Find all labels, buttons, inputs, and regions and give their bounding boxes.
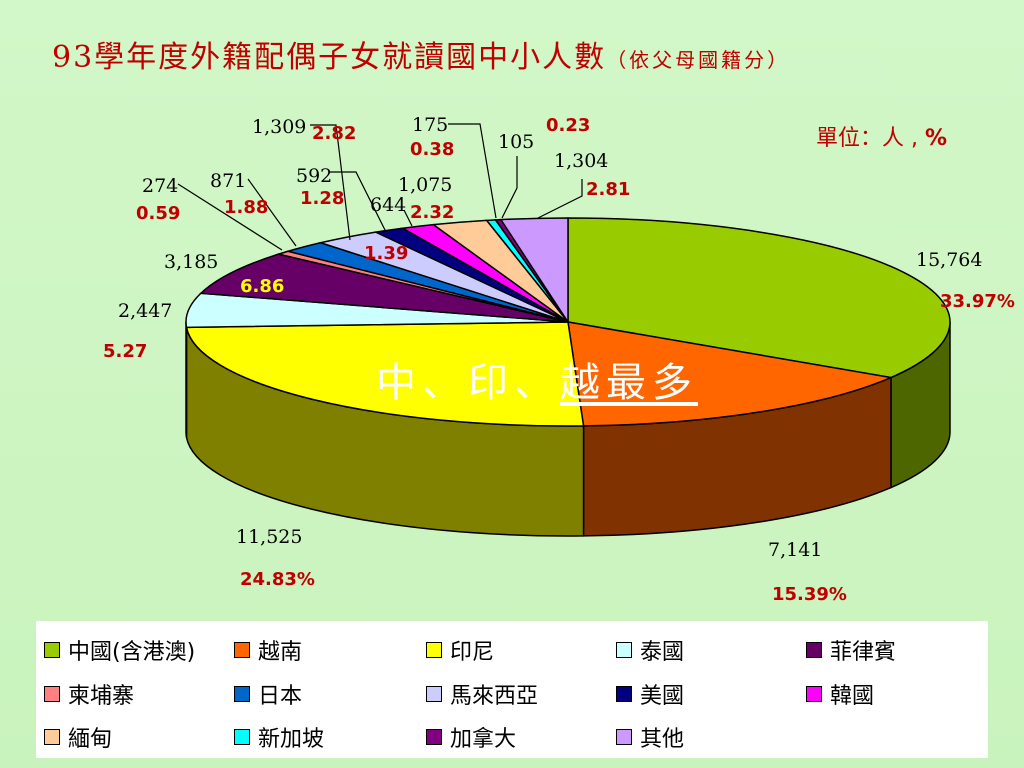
chart-legend: 中國(含港澳) 越南 印尼 泰國 菲律賓柬埔寨 日本 馬來西亞 美國 韓國緬甸 新加坡 加拿大 其他: [36, 621, 988, 758]
annotation-underlined: 越最多: [560, 360, 698, 406]
legend-label: 加拿大: [450, 727, 517, 752]
legend-swatch: [616, 729, 632, 745]
legend-item: 韓國: [806, 679, 874, 709]
legend-label: 馬來西亞: [450, 684, 539, 709]
legend-item: 馬來西亞: [426, 679, 538, 709]
percent-label-3: 5.27: [103, 341, 147, 362]
legend-item: 菲律賓: [806, 635, 896, 665]
legend-item: 新加坡: [234, 722, 324, 752]
value-label-0: 15,764: [916, 249, 982, 271]
chart-title-sub: （依父母國籍分）: [606, 48, 791, 72]
legend-item: 其他: [616, 722, 684, 752]
legend-item: 泰國: [616, 635, 684, 665]
leader-line-6: [247, 178, 297, 247]
value-label-1: 7,141: [768, 539, 822, 561]
leader-line-13: [537, 179, 583, 219]
legend-item: 緬甸: [44, 722, 112, 752]
annotation-plain: 中、印、: [376, 360, 560, 406]
legend-swatch: [426, 729, 442, 745]
legend-swatch: [234, 686, 250, 702]
legend-label: 泰國: [640, 640, 685, 665]
value-label-7: 1,309: [252, 116, 306, 138]
legend-swatch: [234, 642, 250, 658]
percent-label-6: 1.88: [224, 197, 268, 218]
legend-swatch: [44, 729, 60, 745]
legend-item: 中國(含港澳): [44, 635, 195, 665]
legend-swatch: [44, 642, 60, 658]
leader-line-7: [310, 124, 351, 241]
pie-slice-2: [185, 321, 585, 427]
legend-swatch: [426, 642, 442, 658]
percent-label-5: 0.59: [136, 203, 180, 224]
chart-annotation: 中、印、越最多: [376, 350, 698, 408]
percent-label-11: 0.38: [410, 139, 454, 160]
legend-label: 其他: [640, 727, 685, 752]
leader-line-9: [403, 209, 413, 227]
percent-label-12: 0.23: [546, 115, 590, 136]
legend-item: 越南: [234, 635, 302, 665]
legend-label: 韓國: [830, 684, 875, 709]
pie-slice-13: [499, 217, 569, 325]
unit-label-text: 單位：人 ,: [816, 126, 925, 151]
pie-side-3: [185, 321, 188, 438]
legend-swatch: [616, 642, 632, 658]
legend-swatch: [44, 686, 60, 702]
legend-label: 新加坡: [258, 727, 325, 752]
percent-label-7: 2.82: [312, 123, 356, 144]
percent-label-2: 24.83%: [240, 569, 315, 590]
legend-label: 日本: [258, 684, 303, 709]
value-label-5: 274: [142, 175, 178, 197]
value-label-2: 11,525: [236, 526, 302, 548]
chart-title-main: 93學年度外籍配偶子女就讀國中小人數: [52, 40, 607, 75]
legend-label: 越南: [258, 640, 303, 665]
legend-label: 美國: [640, 684, 685, 709]
leader-line-11: [448, 123, 497, 219]
chart-title: 93學年度外籍配偶子女就讀國中小人數（依父母國籍分）: [52, 32, 1012, 76]
unit-label-percent: %: [924, 126, 948, 151]
value-label-8: 592: [296, 165, 332, 187]
value-label-4: 3,185: [164, 251, 218, 273]
pie-slice-1: [567, 321, 894, 427]
legend-swatch: [806, 642, 822, 658]
legend-swatch: [234, 729, 250, 745]
value-label-3: 2,447: [118, 300, 172, 322]
percent-label-13: 2.81: [586, 179, 630, 200]
pie-slice-4: [199, 253, 569, 323]
unit-label: 單位：人 , %: [816, 120, 947, 152]
legend-label: 菲律賓: [830, 640, 897, 665]
legend-item: 柬埔寨: [44, 679, 134, 709]
value-label-12: 105: [498, 131, 534, 153]
legend-item: 美國: [616, 679, 684, 709]
leader-line-5: [177, 183, 283, 251]
pie-slices: [185, 217, 951, 427]
legend-swatch: [426, 686, 442, 702]
legend-label: 中國(含港澳): [68, 640, 196, 665]
value-label-9: 644: [370, 194, 406, 216]
legend-item: 印尼: [426, 635, 494, 665]
value-label-6: 871: [210, 170, 246, 192]
legend-label: 印尼: [450, 640, 495, 665]
leader-line-8: [330, 171, 387, 233]
legend-item: 日本: [234, 679, 302, 709]
percent-label-0: 33.97%: [940, 291, 1015, 312]
percent-label-8: 1.28: [300, 188, 344, 209]
value-label-11: 175: [412, 114, 448, 136]
percent-label-10: 2.32: [410, 202, 454, 223]
leader-line-12: [501, 156, 518, 219]
legend-label: 柬埔寨: [68, 684, 135, 709]
legend-item: 加拿大: [426, 722, 516, 752]
legend-swatch: [806, 686, 822, 702]
legend-swatch: [616, 686, 632, 702]
pie-slice-0: [567, 217, 951, 379]
percent-label-1: 15.39%: [772, 584, 847, 605]
percent-label-9: 1.39: [364, 243, 408, 264]
legend-label: 緬甸: [68, 727, 113, 752]
pie-chart: 15,764 33.97% 7,141 15.39% 11,525 24.83% 2,447…: [103, 114, 1015, 605]
pie-labels: 15,764 33.97% 7,141 15.39% 11,525 24.83% 2,447…: [103, 114, 1015, 605]
value-label-10: 1,075: [398, 174, 452, 196]
value-label-13: 1,304: [554, 150, 608, 172]
percent-label-4: 6.86: [240, 276, 284, 297]
